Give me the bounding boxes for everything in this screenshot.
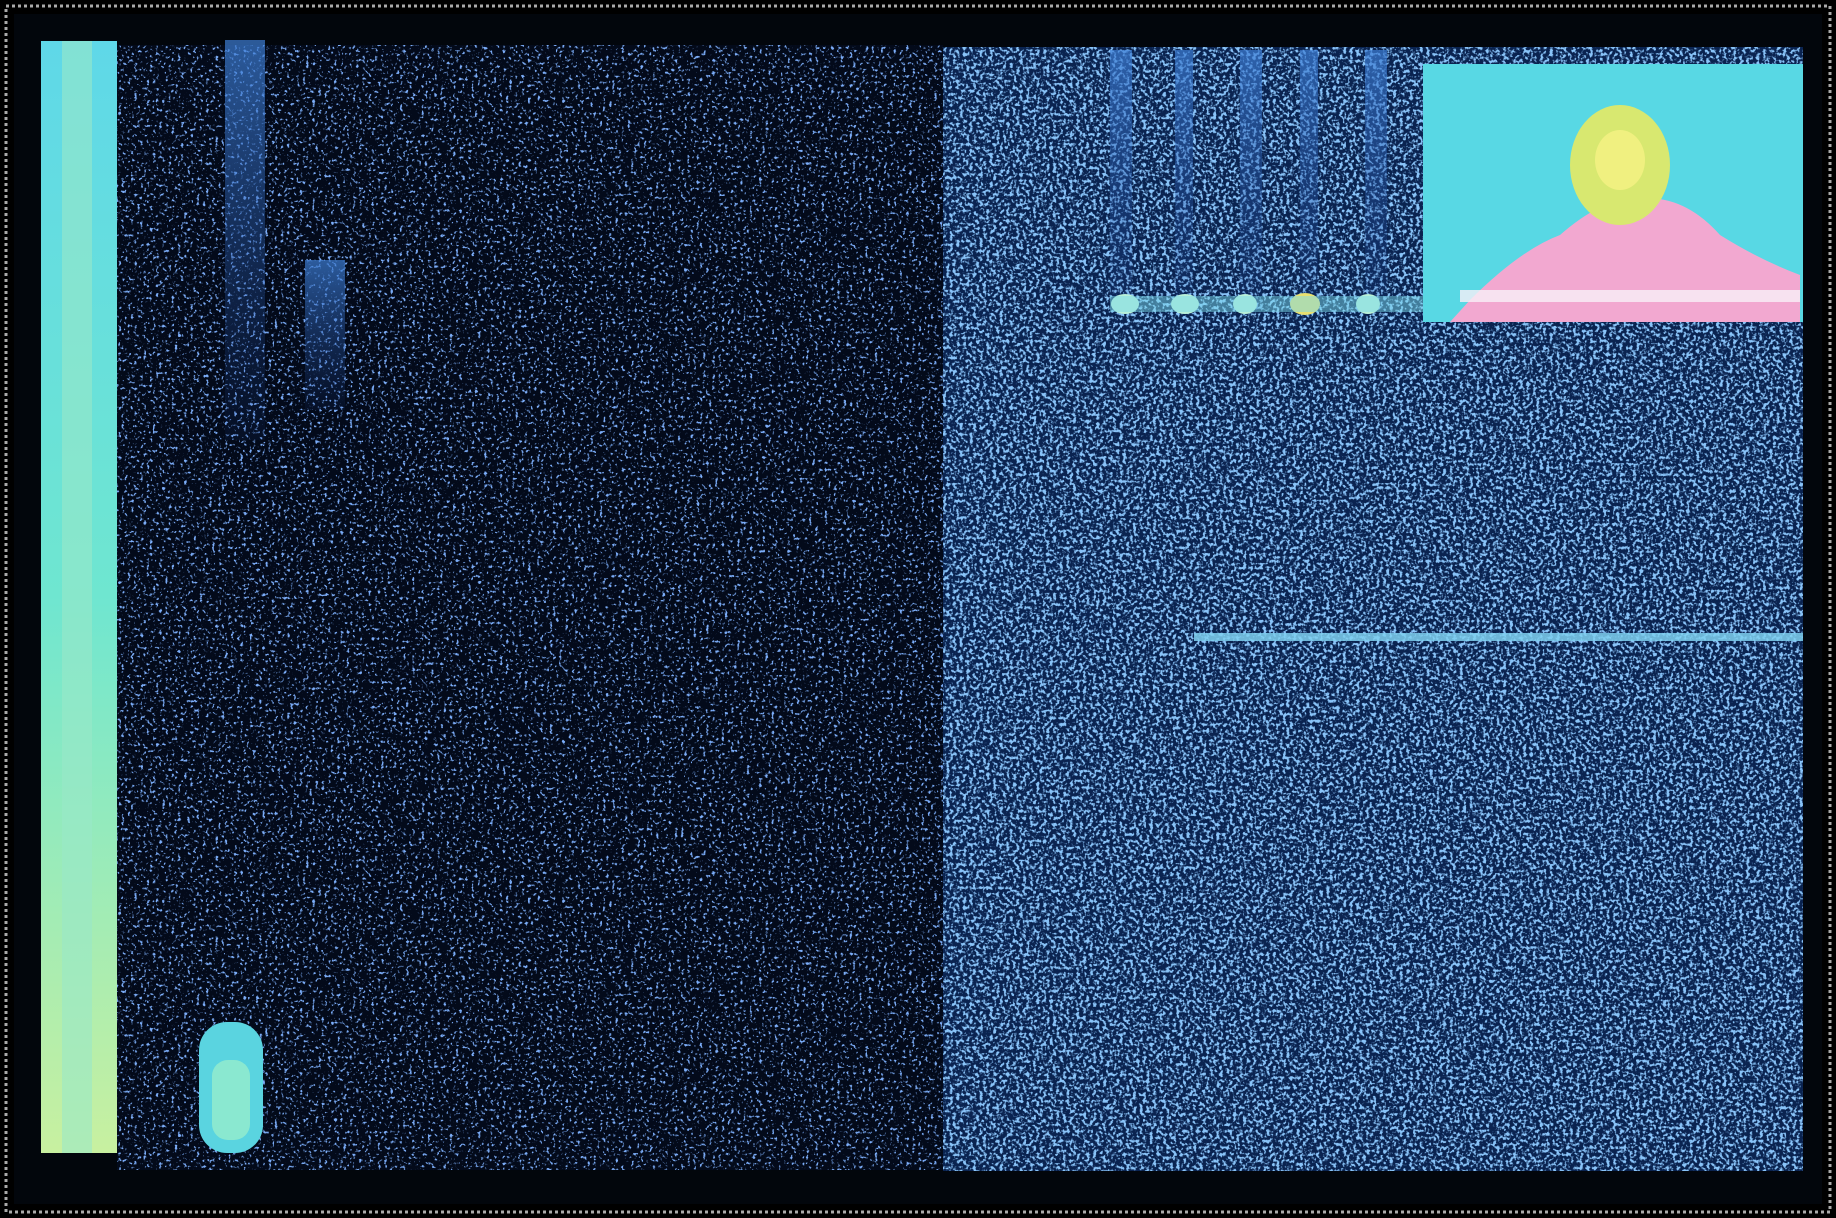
streak bbox=[225, 40, 265, 440]
streak bbox=[1365, 50, 1387, 310]
dot-row bbox=[1110, 293, 1430, 315]
dot-band bbox=[1110, 296, 1430, 312]
level-bar-core bbox=[62, 41, 92, 1153]
streak bbox=[305, 260, 345, 410]
blob-core bbox=[212, 1060, 250, 1140]
page bbox=[0, 0, 1836, 1218]
streak bbox=[1110, 50, 1132, 310]
horizontal-line bbox=[1194, 633, 1803, 641]
streak bbox=[1240, 50, 1262, 310]
spectrogram-screen bbox=[0, 0, 1836, 1218]
streak bbox=[1175, 50, 1193, 310]
streak bbox=[1300, 50, 1318, 310]
hot-center bbox=[1595, 130, 1645, 190]
hot-base bbox=[1460, 290, 1800, 302]
